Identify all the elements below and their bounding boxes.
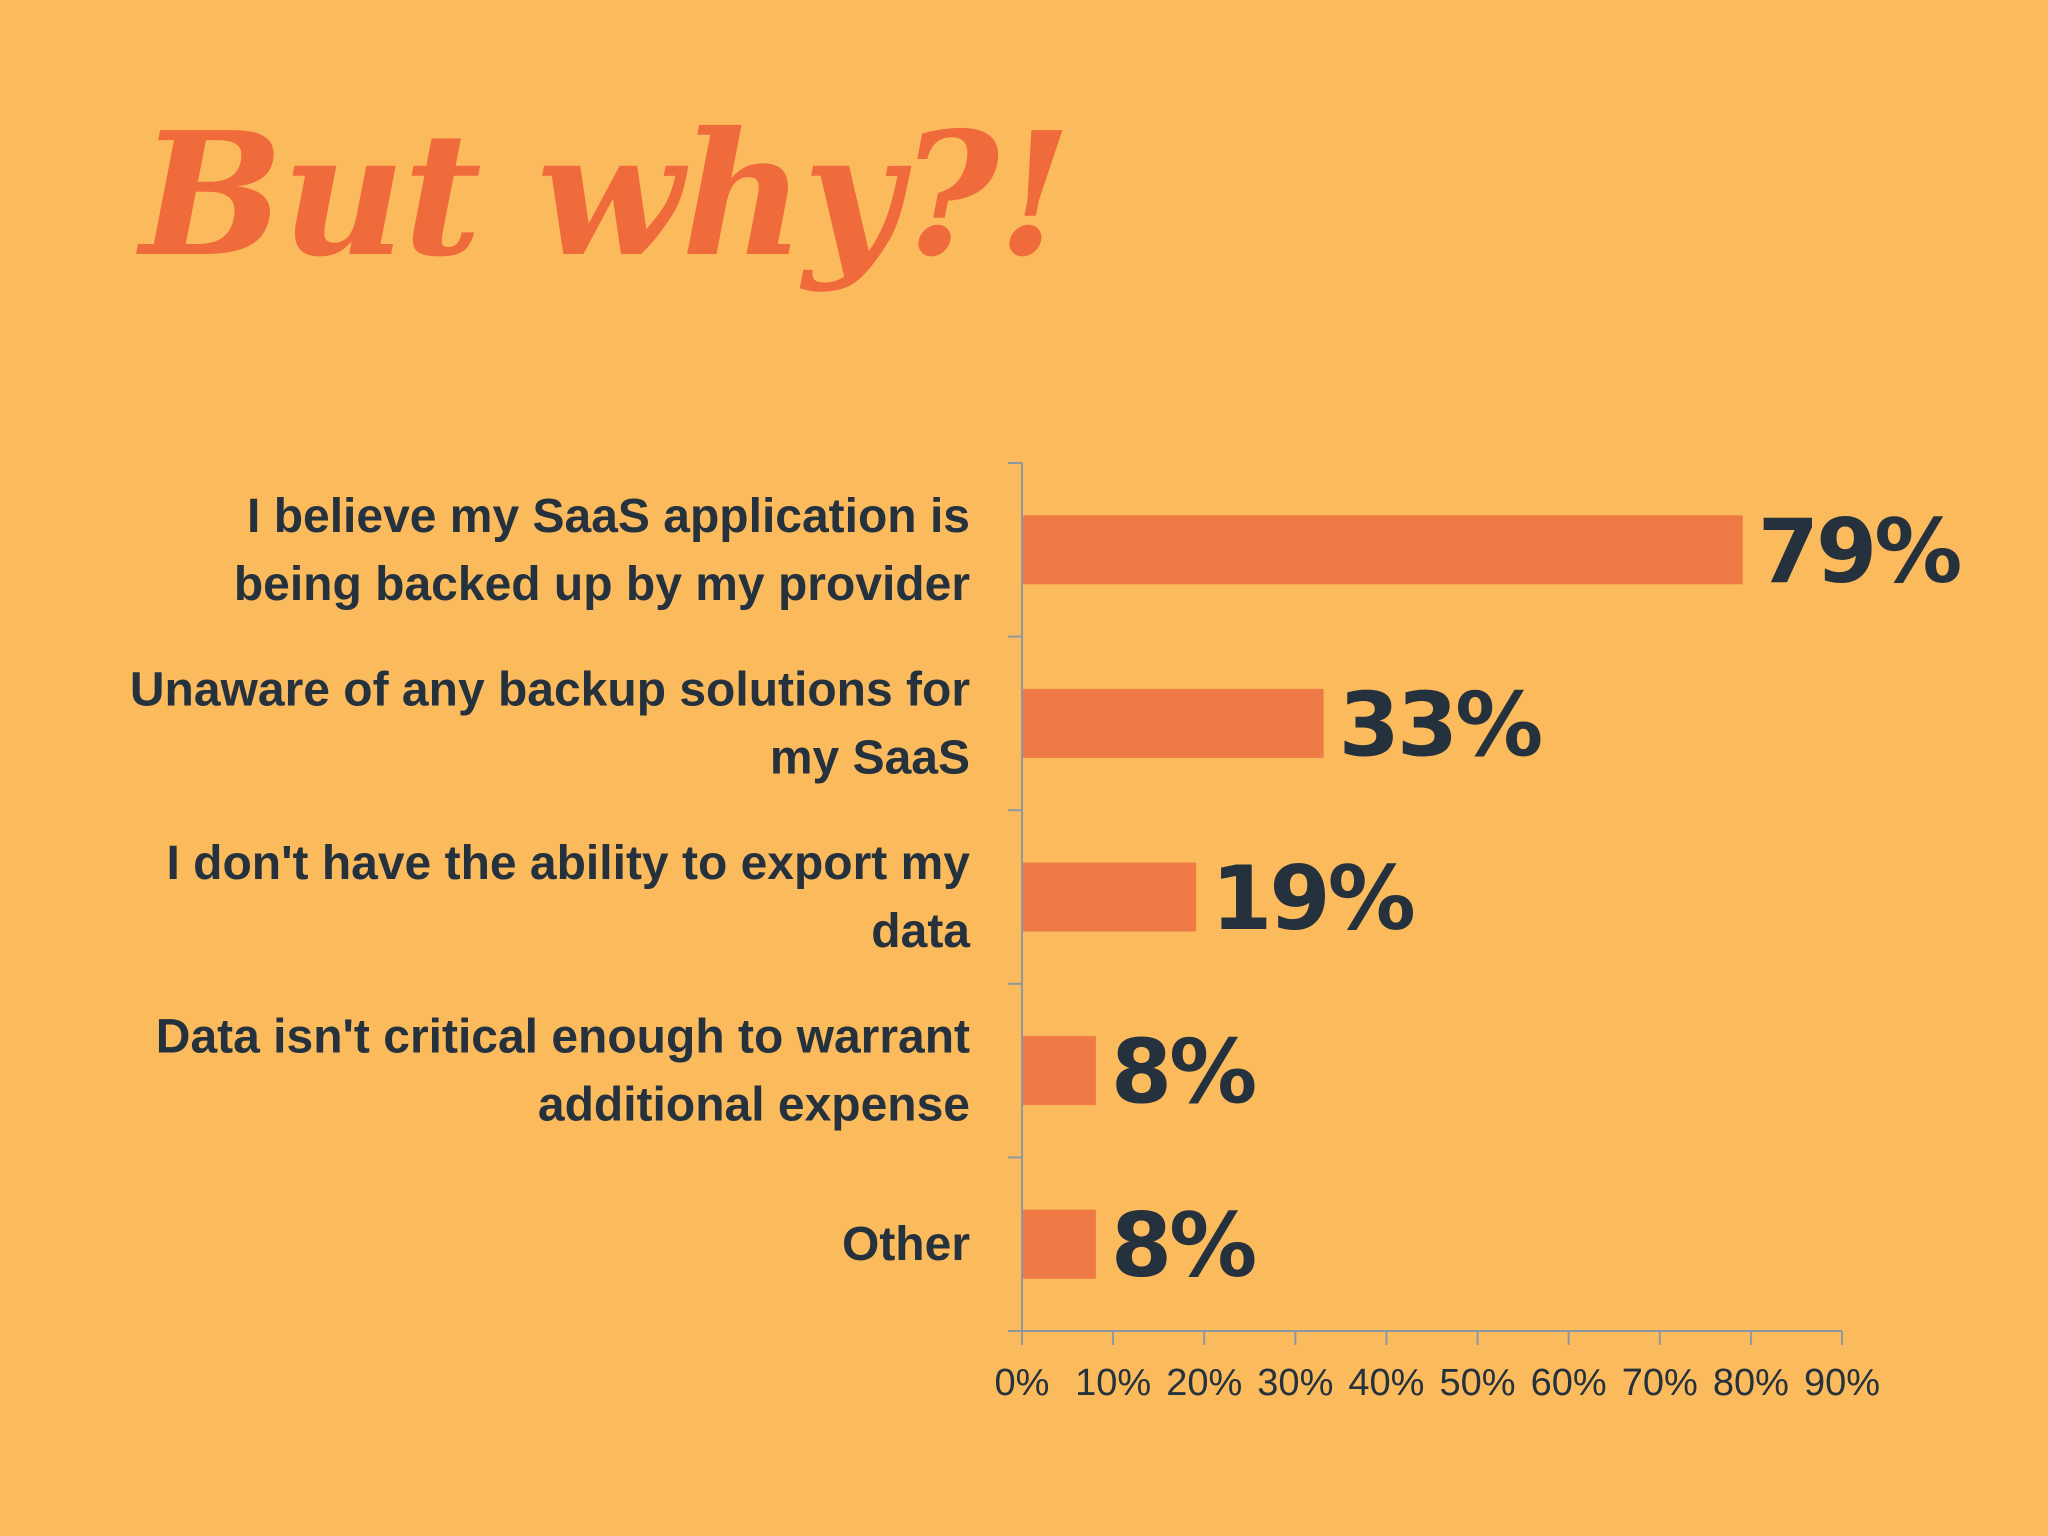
bar <box>1023 688 1324 758</box>
category-label-line: Unaware of any backup solutions for <box>130 663 970 716</box>
category-label-line: Other <box>842 1218 970 1271</box>
x-tick-label: 20% <box>1166 1362 1242 1404</box>
category-label-line: I believe my SaaS application is <box>247 490 970 543</box>
x-tick-label: 40% <box>1348 1362 1424 1404</box>
bar <box>1023 862 1197 932</box>
category-label-line: Data isn't critical enough to warrant <box>156 1011 970 1064</box>
x-tick-label: 30% <box>1257 1362 1333 1404</box>
data-label: 79% <box>1758 500 1960 603</box>
x-tick-label: 80% <box>1713 1362 1789 1404</box>
category-label: Other <box>842 1218 970 1271</box>
data-label: 8% <box>1111 1194 1255 1297</box>
bar <box>1023 1209 1096 1279</box>
x-tick-label: 10% <box>1075 1362 1151 1404</box>
category-label-line: data <box>871 905 970 958</box>
axes-group: 0% 10% 20% 30% 40% 50% 60% 70% 80% 90% <box>995 462 1880 1404</box>
category-label: I believe my SaaS application is being ba… <box>234 490 970 611</box>
x-tick-label: 50% <box>1440 1362 1516 1404</box>
category-label-line: additional expense <box>538 1079 970 1132</box>
x-tick-label: 0% <box>995 1362 1050 1404</box>
data-label: 19% <box>1211 847 1413 950</box>
category-label-line: being backed up by my provider <box>234 558 970 611</box>
category-label: Data isn't critical enough to warrant add… <box>156 1011 970 1132</box>
category-label: Unaware of any backup solutions for my Sa… <box>130 663 970 784</box>
bars-group <box>1023 515 1743 1279</box>
x-tick-label: 70% <box>1622 1362 1698 1404</box>
labels-group: 79% I believe my SaaS application is being… <box>130 490 1963 1297</box>
bar <box>1023 1036 1096 1106</box>
x-tick-label: 90% <box>1804 1362 1880 1404</box>
data-label: 8% <box>1111 1021 1255 1124</box>
bar <box>1023 515 1743 585</box>
x-tick-label: 60% <box>1531 1362 1607 1404</box>
category-label-line: I don't have the ability to export my <box>166 837 970 890</box>
data-label: 33% <box>1339 673 1541 776</box>
slide-title: But why?! <box>140 95 1072 295</box>
category-label-line: my SaaS <box>770 731 970 784</box>
category-label: I don't have the ability to export my dat… <box>166 837 970 958</box>
